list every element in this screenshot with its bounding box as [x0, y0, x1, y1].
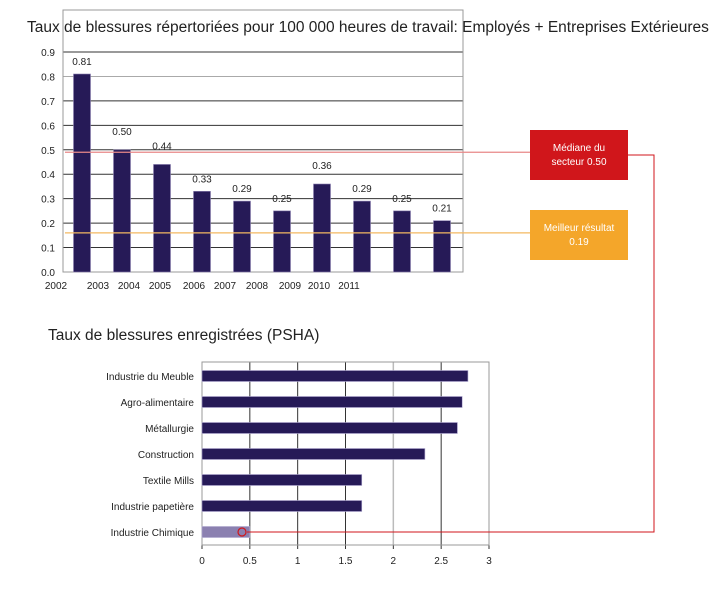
reference-label: Médiane du secteur 0.50: [551, 143, 606, 168]
y-tick-label: 0.8: [41, 72, 55, 83]
bar: [201, 448, 426, 460]
bar: [193, 191, 211, 273]
bar: [201, 422, 458, 434]
bar: [201, 500, 363, 512]
bar: [393, 210, 411, 273]
y-tick-label: 0.7: [41, 97, 55, 108]
reference-box: [530, 210, 628, 260]
bar: [201, 474, 363, 486]
chart2-title: Taux de blessures enregistrées (PSHA): [48, 327, 319, 344]
x-tick-label: 2.5: [434, 556, 448, 567]
x-tick-label: 2004: [118, 281, 141, 292]
x-tick-label: 2009: [279, 281, 302, 292]
category-label: Métallurgie: [145, 424, 194, 435]
x-tick-label: 2010: [308, 281, 331, 292]
x-tick-label: 2007: [214, 281, 237, 292]
data-label: 0.81: [72, 57, 92, 68]
reference-box: [530, 130, 628, 180]
category-label: Agro-alimentaire: [121, 398, 195, 409]
y-tick-label: 0.2: [41, 219, 55, 230]
data-label: 0.50: [112, 127, 132, 138]
data-label: 0.44: [152, 141, 172, 152]
y-tick-label: 0.9: [41, 48, 55, 59]
x-tick-label: 3: [486, 556, 492, 567]
category-label: Textile Mills: [143, 476, 194, 487]
bar: [353, 200, 371, 273]
bar: [201, 396, 463, 408]
y-tick-label: 0.4: [41, 170, 55, 181]
bar: [73, 73, 91, 273]
bar: [273, 210, 291, 273]
y-tick-label: 0.0: [41, 268, 55, 279]
data-label: 0.29: [352, 184, 372, 195]
x-tick-label: 0.5: [243, 556, 257, 567]
x-tick-label: 0: [199, 556, 205, 567]
category-label: Industrie Chimique: [111, 528, 195, 539]
bar: [233, 200, 251, 273]
x-tick-label: 2006: [183, 281, 206, 292]
bar: [201, 370, 469, 382]
x-tick-label: 2005: [149, 281, 172, 292]
y-tick-label: 0.1: [41, 244, 55, 255]
data-label: 0.29: [232, 184, 252, 195]
highlight-marker: [237, 527, 247, 537]
data-label: 0.36: [312, 161, 332, 172]
category-label: Industrie papetière: [111, 502, 194, 513]
data-label: 0.25: [272, 194, 292, 205]
category-label: Construction: [138, 450, 194, 461]
chart1-title: Taux de blessures répertoriées pour 100 …: [27, 19, 709, 36]
x-tick-label: 1.5: [339, 556, 353, 567]
x-tick-label: 1: [295, 556, 301, 567]
x-tick-label: 2008: [246, 281, 269, 292]
bar: [153, 164, 171, 273]
bar: [433, 220, 451, 273]
connector-line: [247, 154, 655, 533]
x-tick-label: 2011: [338, 281, 360, 292]
y-tick-label: 0.5: [41, 146, 55, 157]
data-label: 0.25: [392, 194, 412, 205]
x-tick-label: 2003: [87, 281, 110, 292]
x-tick-label: 2: [391, 556, 397, 567]
y-tick-label: 0.6: [41, 121, 55, 132]
bar: [313, 183, 331, 273]
y-tick-label: 0.3: [41, 195, 55, 206]
bar: [113, 149, 131, 273]
category-label: Industrie du Meuble: [106, 372, 194, 383]
reference-label: Meilleur résultat 0.19: [544, 223, 615, 248]
plot-frame: [62, 9, 464, 273]
data-label: 0.21: [432, 204, 452, 215]
x-tick-label: 2002: [45, 281, 68, 292]
data-label: 0.33: [192, 174, 212, 185]
